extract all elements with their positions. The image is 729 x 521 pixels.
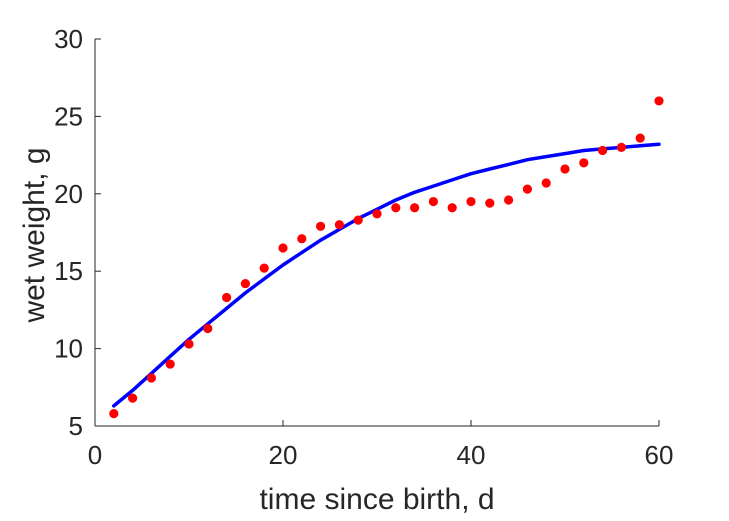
- x-tick-label: 40: [457, 440, 486, 470]
- data-point: [616, 142, 627, 152]
- data-point: [504, 195, 514, 205]
- data-point: [485, 198, 495, 208]
- y-tick-label: 25: [54, 101, 83, 131]
- data-point-series: [109, 96, 664, 419]
- data-point: [278, 243, 288, 253]
- data-point: [353, 215, 363, 225]
- data-point: [635, 133, 645, 143]
- fit-line-series: [112, 142, 661, 408]
- data-point: [541, 178, 551, 188]
- x-tick-label: 60: [645, 440, 674, 470]
- y-tick-label: 15: [54, 256, 83, 286]
- data-point: [447, 203, 457, 213]
- data-point: [222, 292, 232, 303]
- data-point: [410, 203, 420, 213]
- data-point: [579, 158, 589, 168]
- data-point: [391, 203, 401, 213]
- x-tick-label: 0: [88, 440, 102, 470]
- data-point: [654, 96, 664, 106]
- data-point: [522, 184, 533, 194]
- data-point: [560, 164, 570, 174]
- y-ticks: 5 10 15 20 25 30: [54, 24, 101, 441]
- data-point: [372, 209, 382, 219]
- y-tick-label: 30: [54, 24, 83, 54]
- data-point: [259, 263, 269, 273]
- data-point: [240, 278, 250, 289]
- data-point: [334, 220, 344, 230]
- data-point: [598, 145, 608, 156]
- x-ticks: 0 20 40 60: [88, 420, 674, 470]
- y-tick-label: 5: [69, 411, 83, 441]
- x-tick-label: 20: [269, 440, 298, 470]
- data-point: [184, 339, 194, 349]
- y-tick-label: 10: [54, 334, 83, 364]
- data-point: [428, 196, 438, 207]
- data-point: [203, 323, 213, 334]
- data-point: [165, 359, 175, 369]
- fit-line: [112, 142, 661, 408]
- x-axis-label: time since birth, d: [259, 483, 494, 516]
- data-point: [146, 373, 156, 383]
- y-tick-label: 20: [54, 179, 83, 209]
- data-point: [109, 409, 119, 419]
- data-point: [316, 221, 326, 231]
- data-point: [128, 393, 138, 403]
- y-axis-label: wet weight, g: [18, 147, 51, 323]
- data-point: [297, 234, 307, 244]
- axes: [94, 39, 659, 427]
- data-point: [466, 196, 476, 207]
